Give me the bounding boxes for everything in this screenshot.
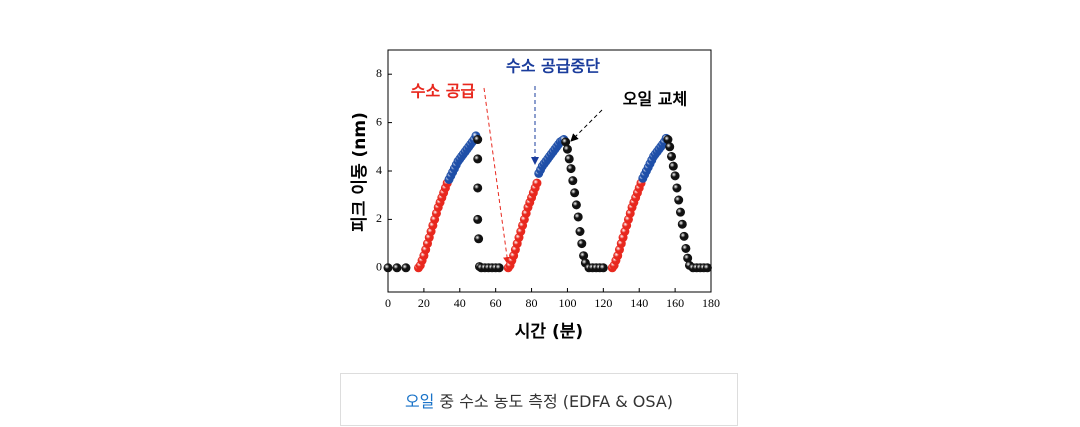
x-tick-label: 80 [526, 296, 538, 310]
y-tick-label: 4 [376, 163, 382, 177]
x-tick-label: 100 [558, 296, 576, 310]
data-point [473, 214, 483, 224]
x-tick-label: 60 [490, 296, 502, 310]
data-point [564, 154, 574, 164]
x-tick-label: 160 [666, 296, 684, 310]
data-point [392, 263, 402, 273]
data-point [568, 176, 578, 186]
data-point [675, 207, 685, 217]
caption: 오일 중 수소 농도 측정 (EDFA & OSA) [340, 373, 738, 426]
x-tick-label: 140 [630, 296, 648, 310]
data-point [532, 178, 542, 188]
data-point [677, 219, 687, 229]
y-tick-label: 2 [376, 211, 382, 225]
x-tick-label: 40 [454, 296, 466, 310]
x-tick-label: 0 [385, 296, 391, 310]
data-point [570, 188, 580, 198]
x-tick-label: 20 [418, 296, 430, 310]
caption-text: 중 수소 농도 측정 (EDFA & OSA) [439, 391, 674, 411]
arrow [483, 87, 512, 265]
y-tick-label: 0 [376, 260, 382, 274]
data-point [672, 183, 682, 193]
data-point [674, 195, 684, 205]
y-axis-label: 피크 이동 (nm) [350, 112, 370, 232]
data-point [681, 243, 691, 253]
data-point [571, 200, 581, 210]
data-point [474, 234, 484, 244]
data-point [401, 263, 411, 273]
annotation: 오일 교체 [623, 90, 687, 109]
y-tick-label: 6 [376, 114, 382, 128]
x-axis-label: 시간 (분) [515, 322, 583, 342]
data-point [668, 161, 678, 171]
data-point [473, 154, 483, 164]
data-point [575, 227, 585, 237]
data-point [566, 164, 576, 174]
caption-highlight: 오일 [404, 391, 435, 411]
data-point [562, 144, 572, 154]
data-point [473, 135, 483, 145]
data-point [679, 231, 689, 241]
data-point [598, 263, 608, 273]
data-point [473, 183, 483, 193]
y-tick-label: 8 [376, 66, 382, 80]
data-point [667, 151, 677, 161]
data-point [577, 239, 587, 249]
x-tick-label: 180 [702, 296, 720, 310]
data-point [494, 263, 504, 273]
data-point [702, 263, 712, 273]
annotation: 수소 공급중단 [506, 57, 600, 76]
chart: 수소 공급 수소 공급중단 오일 교체 시간 (분) 피크 이동 (nm) 0 2… [350, 49, 720, 342]
x-tick-label: 120 [594, 296, 612, 310]
arrow [570, 109, 603, 142]
data-point [670, 171, 680, 181]
data-point [573, 212, 583, 222]
annotation: 수소 공급 [411, 82, 476, 101]
data-point [665, 142, 675, 152]
data-point [383, 263, 393, 273]
